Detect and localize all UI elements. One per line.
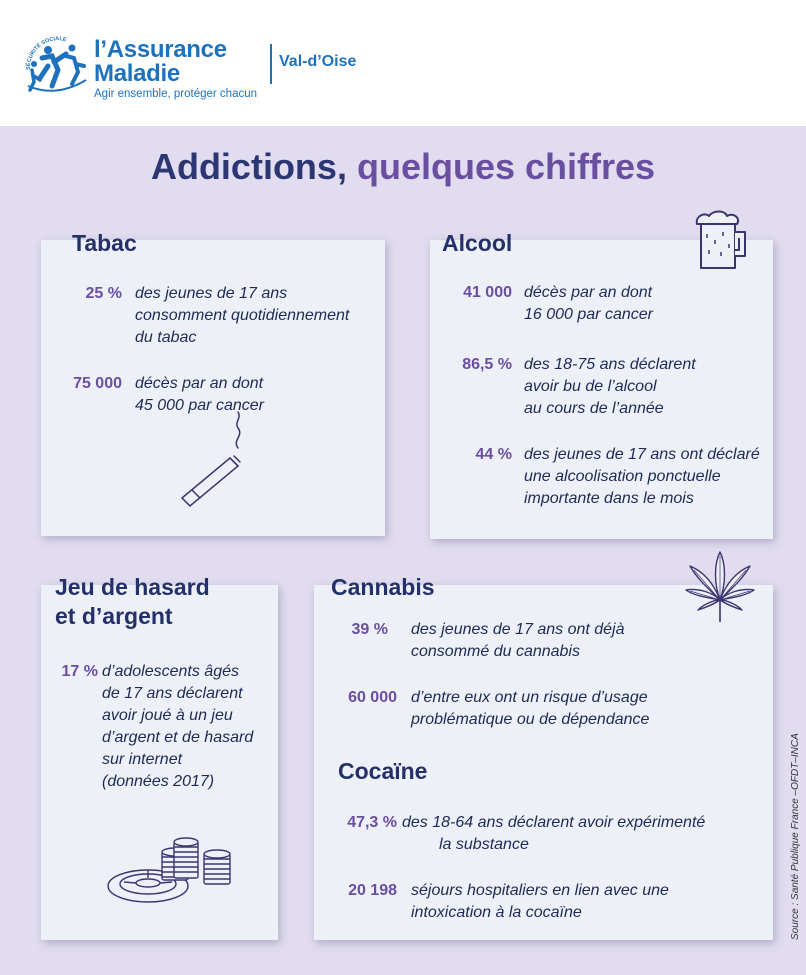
stat-text: décès par an dont 16 000 par cancer: [524, 284, 653, 323]
beer-mug-icon: [695, 210, 746, 269]
stat-text: décès par an dont 45 000 par cancer: [135, 375, 264, 414]
stat-text: d’adolescents âgés de 17 ans déclarent a…: [102, 663, 254, 790]
stat-value: 41 000: [463, 284, 512, 301]
card-alcool: [430, 240, 773, 539]
stat-value: 86,5 %: [462, 356, 512, 373]
heading-jeu: Jeu de hasard et d’argent: [55, 574, 210, 629]
header: SÉCURITÉ SOCIALE l’Assurance Maladie Agi…: [0, 0, 806, 126]
stat-text: séjours hospitaliers en lien avec une in…: [411, 882, 669, 921]
region-label: Val-d’Oise: [279, 53, 357, 70]
stat-value: 60 000: [348, 689, 397, 706]
source-note: Source : Santé Publique France –OFDT–INC…: [790, 733, 801, 940]
family-figures-logo-icon: SÉCURITÉ SOCIALE: [24, 36, 87, 92]
stat-value: 25 %: [85, 285, 122, 302]
stat-value: 39 %: [351, 621, 388, 638]
heading-tabac: Tabac: [72, 230, 137, 256]
heading-cannabis: Cannabis: [331, 574, 435, 600]
stat-value: 20 198: [348, 882, 397, 899]
stat-text: des jeunes de 17 ans consomment quotidie…: [135, 285, 350, 346]
roulette-chips-icon: [107, 837, 231, 903]
stat-text: des jeunes de 17 ans ont déjà consommé d…: [411, 621, 625, 660]
brand-line-1: l’Assurance: [94, 36, 227, 63]
stat-text: des 18-64 ans déclarent avoir expériment…: [402, 814, 706, 853]
cigarette-icon: [180, 411, 241, 508]
title-part-1: Addictions,: [150, 146, 347, 187]
title-part-2: quelques chiffres: [356, 146, 656, 187]
brand-line-2: Maladie: [94, 60, 180, 87]
stat-value: 75 000: [73, 375, 122, 392]
heading-alcool: Alcool: [442, 230, 513, 256]
stat-text: des 18-75 ans déclarent avoir bu de l’al…: [524, 356, 696, 417]
stat-value: 17 %: [61, 663, 98, 680]
page-title: Addictions, quelques chiffres: [0, 146, 806, 188]
brand-name: l’Assurance Maladie: [94, 38, 227, 86]
heading-cocaine: Cocaïne: [338, 758, 428, 784]
stat-value: 47,3 %: [347, 814, 397, 831]
cannabis-leaf-icon: [685, 551, 755, 622]
stat-text: des jeunes de 17 ans ont déclaré une alc…: [524, 446, 760, 507]
card-cannabis-cocaine: [314, 585, 773, 940]
stat-value: 44 %: [475, 446, 512, 463]
stat-text: d’entre eux ont un risque d’usage problé…: [411, 689, 650, 728]
brand-tagline: Agir ensemble, protéger chacun: [94, 88, 258, 100]
header-divider: [270, 44, 272, 84]
